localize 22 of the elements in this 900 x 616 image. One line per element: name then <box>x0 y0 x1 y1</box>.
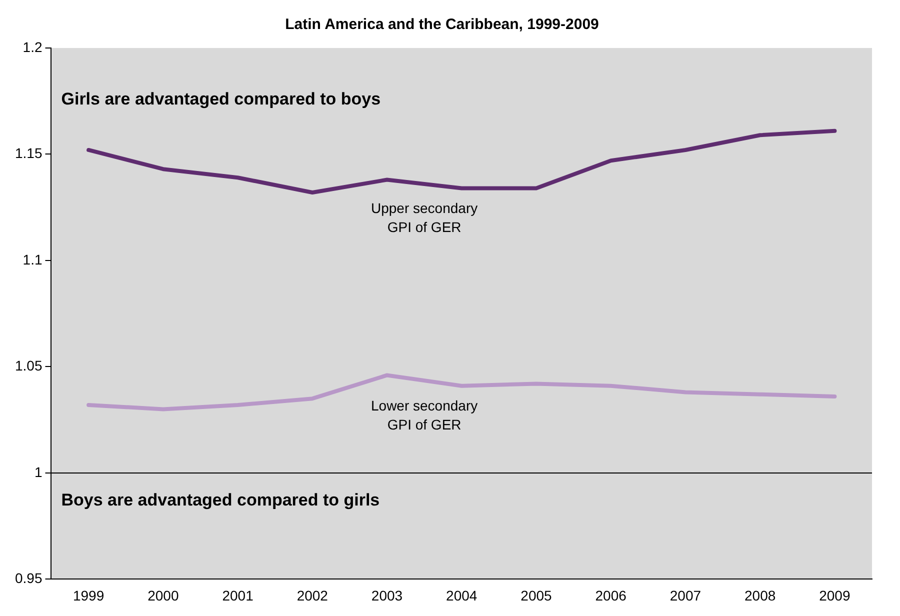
x-tick-label: 2006 <box>595 587 627 604</box>
series-label: Lower secondary GPI of GER <box>371 398 478 433</box>
x-tick-label: 2004 <box>446 587 478 604</box>
y-tick-label: 1 <box>34 464 42 480</box>
y-tick-label: 1.15 <box>15 145 42 162</box>
x-tick-label: 2009 <box>819 587 850 604</box>
annotation: Girls are advantaged compared to boys <box>61 90 381 109</box>
x-tick-label: 2005 <box>520 587 552 604</box>
x-tick-label: 2007 <box>670 587 702 604</box>
y-tick-label: 1.2 <box>22 38 42 55</box>
y-tick-label: 1.05 <box>15 358 42 374</box>
annotation: Boys are advantaged compared to girls <box>61 490 380 510</box>
x-tick-label: 2003 <box>371 587 403 604</box>
series-label: Upper secondary GPI of GER <box>371 200 478 236</box>
y-tick-label: 0.95 <box>15 570 42 586</box>
x-tick-label: 2000 <box>148 587 179 604</box>
x-tick-label: 1999 <box>72 587 104 604</box>
x-tick-label: 2001 <box>222 587 254 604</box>
x-tick-label: 2002 <box>296 587 328 604</box>
x-tick-label: 2008 <box>744 587 776 604</box>
chart-title: Latin America and the Caribbean, 1999-2009 <box>285 16 599 34</box>
y-tick-label: 1.1 <box>22 251 42 268</box>
